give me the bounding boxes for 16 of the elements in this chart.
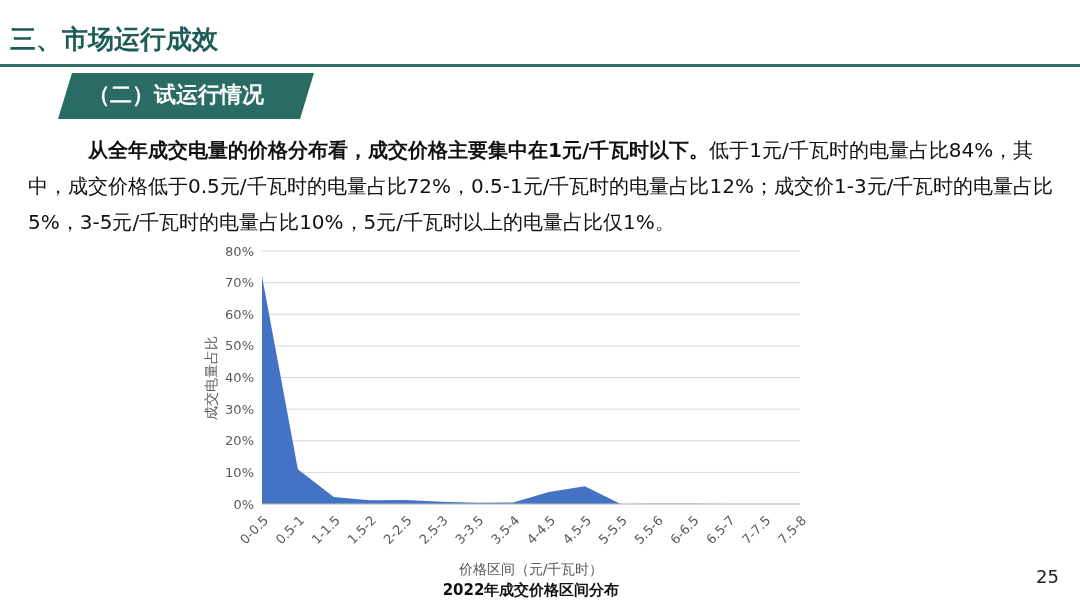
text: 三、市场运行成效 — [10, 23, 218, 56]
text: （二）试运行情况 — [88, 81, 264, 109]
y-axis-title: 成交电量占比 — [203, 335, 219, 420]
y-tick-label: 40% — [225, 370, 254, 386]
y-tick-label: 0% — [233, 496, 254, 512]
y-tick-label: 50% — [225, 338, 254, 354]
y-tick-label: 70% — [225, 275, 254, 291]
y-tick-label: 30% — [225, 401, 254, 417]
y-tick-label: 60% — [225, 306, 254, 322]
text: 从全年成交电量的价格分布看，成交价格主要集中在1元/千瓦时以下。 — [88, 138, 710, 162]
y-tick-label: 10% — [225, 464, 254, 480]
x-axis-title: 价格区间（元/千瓦时） — [457, 561, 604, 577]
text: 2022年成交价格区间分布 — [442, 581, 620, 599]
text: 25 — [1036, 566, 1059, 587]
y-tick-label: 20% — [225, 433, 254, 449]
y-tick-label: 80% — [225, 243, 254, 259]
